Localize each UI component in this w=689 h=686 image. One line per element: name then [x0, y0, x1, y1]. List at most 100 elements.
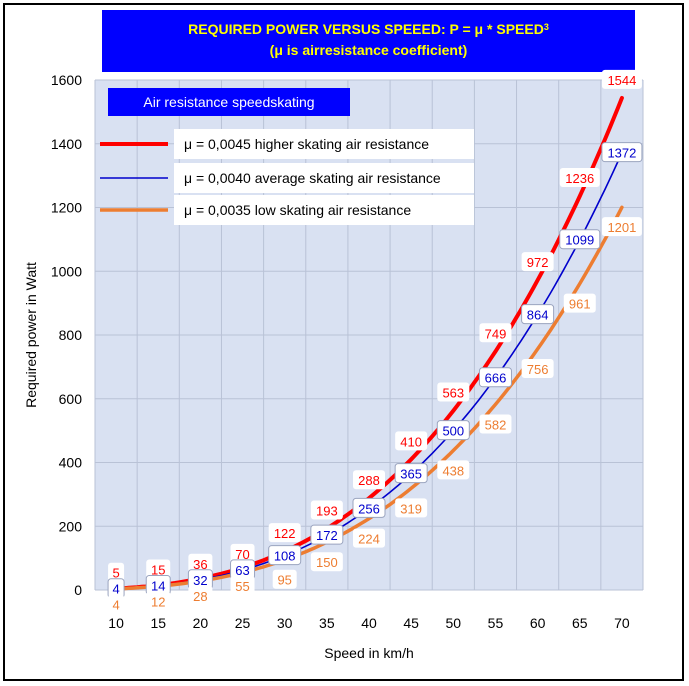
x-axis-title: Speed in km/h [324, 645, 414, 661]
data-label-text: 14 [151, 579, 165, 594]
data-label-bg [521, 252, 554, 272]
data-label-text: 563 [442, 386, 464, 401]
data-label-text: 582 [485, 417, 507, 432]
data-label-bg [559, 229, 601, 250]
data-label: 32 [187, 569, 213, 590]
data-label-text: 4 [112, 582, 119, 597]
data-label: 5 [108, 562, 125, 582]
data-label-bg [272, 569, 297, 589]
data-label-bg [395, 431, 428, 451]
data-label: 12 [146, 591, 171, 611]
data-label-bg [108, 562, 125, 582]
data-label-bg [268, 545, 302, 566]
data-label: 4 [108, 594, 125, 614]
data-label-text: 15 [151, 563, 165, 578]
data-label-bg [310, 500, 343, 520]
y-axis-title: Required power in Watt [23, 262, 39, 408]
data-label-bg [146, 591, 171, 611]
data-label: 172 [310, 524, 344, 545]
x-tick-label: 10 [108, 615, 124, 631]
legend-title: Air resistance speedskating [143, 94, 314, 110]
data-label-text: 500 [442, 424, 464, 439]
data-label-text: 1099 [565, 233, 594, 248]
data-label-bg [188, 553, 213, 573]
data-label-text: 438 [442, 463, 464, 478]
data-label-text: 410 [400, 434, 422, 449]
x-tick-label: 25 [235, 615, 251, 631]
data-label-text: 756 [527, 362, 549, 377]
data-label-bg [559, 168, 600, 188]
data-label-text: 256 [358, 501, 380, 516]
x-tick-label: 60 [530, 615, 546, 631]
legend-entry-bg [174, 163, 474, 193]
data-label-text: 864 [527, 308, 549, 323]
data-label: 224 [353, 528, 385, 548]
data-label: 319 [395, 498, 428, 518]
data-label-bg [108, 594, 125, 614]
data-label-text: 961 [569, 297, 591, 312]
data-label-bg [601, 69, 642, 89]
data-label-bg [601, 142, 643, 163]
data-label: 36 [188, 553, 213, 573]
data-label-text: 5 [112, 566, 119, 581]
data-label-bg [394, 463, 428, 484]
data-label-bg [230, 543, 255, 563]
data-label-text: 1236 [565, 171, 594, 186]
chart-title: REQUIRED POWER VERSUS SPEEED: P = μ * SP… [102, 10, 635, 72]
legend-title-bg [108, 88, 350, 116]
data-label-text: 1372 [607, 146, 636, 161]
data-label-text: 365 [400, 467, 422, 482]
data-label: 410 [395, 431, 428, 451]
legend-entry-bg [174, 195, 474, 225]
data-label-text: 122 [274, 526, 296, 541]
data-label: 122 [268, 523, 301, 543]
y-tick-label: 1000 [51, 263, 82, 279]
data-label: 193 [310, 500, 343, 520]
y-tick-label: 0 [74, 582, 82, 598]
data-label-bg [352, 497, 386, 518]
x-tick-label: 40 [361, 615, 377, 631]
y-tick-label: 800 [59, 327, 83, 343]
data-label: 563 [437, 382, 470, 402]
data-label: 961 [563, 293, 596, 313]
data-label-bg [601, 217, 642, 237]
data-label-bg [230, 575, 255, 595]
legend-entry-label: μ = 0,0035 low skating air resistance [184, 202, 411, 218]
x-tick-label: 20 [193, 615, 209, 631]
data-label-text: 12 [151, 595, 165, 610]
y-tick-label: 200 [59, 518, 83, 534]
data-label: 28 [188, 585, 213, 605]
x-tick-label: 55 [488, 615, 504, 631]
x-tick-label: 50 [446, 615, 462, 631]
data-label-text: 224 [358, 532, 380, 547]
data-label: 756 [521, 359, 554, 379]
data-label-text: 1544 [607, 73, 636, 88]
data-label-bg [353, 528, 385, 548]
data-label: 1099 [559, 229, 601, 250]
data-label-bg [188, 585, 213, 605]
data-label: 864 [521, 304, 555, 325]
data-label-bg [268, 523, 301, 543]
x-tick-label: 15 [150, 615, 166, 631]
y-tick-label: 1600 [51, 72, 82, 88]
data-label-text: 749 [485, 326, 507, 341]
data-label-text: 36 [193, 557, 207, 572]
y-tick-label: 1400 [51, 136, 82, 152]
data-label: 15 [146, 559, 171, 579]
title-exponent: 3 [543, 22, 549, 32]
data-label-text: 666 [485, 371, 507, 386]
data-label: 1201 [601, 217, 642, 237]
data-label: 256 [352, 497, 386, 518]
data-label: 972 [521, 252, 554, 272]
data-label-bg [521, 359, 554, 379]
data-label-text: 108 [274, 549, 296, 564]
data-label-text: 319 [400, 501, 422, 516]
data-label: 500 [436, 420, 470, 441]
data-label-bg [395, 498, 428, 518]
data-label-text: 193 [316, 503, 338, 518]
x-tick-label: 30 [277, 615, 293, 631]
data-label: 749 [479, 323, 512, 343]
y-tick-label: 600 [59, 391, 83, 407]
data-label: 1372 [601, 142, 643, 163]
data-label-text: 55 [235, 579, 249, 594]
